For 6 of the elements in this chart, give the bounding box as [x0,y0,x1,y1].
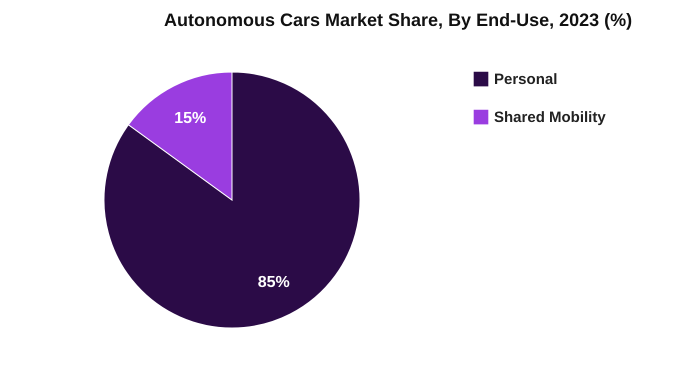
data-label: 85% [258,274,290,291]
pie-slice [104,72,360,328]
data-label: 15% [174,110,206,128]
legend-label: Personal [494,71,558,88]
chart-title: Autonomous Cars Market Share, By End-Use, 2023 (%) [164,10,632,30]
legend-label: Shared Mobility [494,109,606,126]
